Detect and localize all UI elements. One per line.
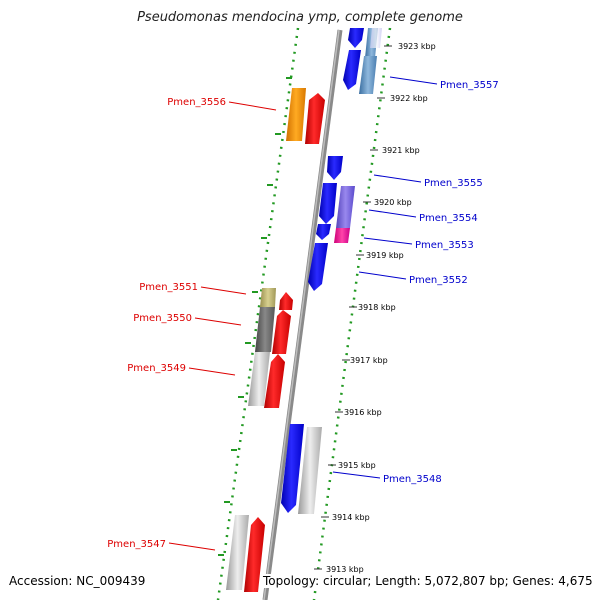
gene-arrow-pmen-3550-red[interactable]: [272, 310, 291, 354]
kbp-tick-marks: [314, 45, 392, 570]
kbp-tick-label: 3923 kbp: [398, 42, 436, 51]
leader-line-pmen-3549: [188, 367, 236, 376]
leader-line-pmen-3551: [200, 286, 247, 295]
leader-line-pmen-3550: [194, 317, 242, 326]
gene-arrow-pmen-3556-red[interactable]: [305, 93, 325, 144]
gene-arrow-pmen-3557[interactable]: [343, 50, 361, 90]
left-guide-ticks: [218, 77, 292, 556]
gene-arrow[interactable]: [348, 28, 364, 48]
gene-arrow-pmen-3553[interactable]: [334, 228, 350, 243]
gene-label-pmen-3557[interactable]: Pmen_3557: [440, 80, 499, 91]
gene-label-pmen-3554[interactable]: Pmen_3554: [419, 213, 478, 224]
kbp-tick-label: 3913 kbp: [326, 565, 364, 574]
kbp-tick-label: 3919 kbp: [366, 251, 404, 260]
kbp-tick-label: 3921 kbp: [382, 146, 420, 155]
gene-label-pmen-3548[interactable]: Pmen_3548: [383, 474, 442, 485]
kbp-tick-label: 3922 kbp: [390, 94, 428, 103]
leader-line-pmen-3547: [168, 542, 216, 551]
gene-arrow-pmen-3551[interactable]: [260, 288, 276, 307]
leader-line-pmen-3553: [363, 237, 413, 245]
leader-line-pmen-3557: [389, 76, 438, 85]
map-title: Pseudomonas mendocina ymp, complete geno…: [137, 10, 463, 25]
leader-line-pmen-3556: [228, 101, 277, 111]
gene-label-pmen-3547[interactable]: Pmen_3547: [107, 539, 166, 550]
right-guide-line: [312, 27, 392, 600]
gene-arrow-pmen-3548-blue[interactable]: [281, 424, 304, 513]
gene-arrow-pmen-3547[interactable]: [226, 515, 249, 590]
gene-arrow-pmen-3548[interactable]: [298, 427, 322, 514]
topology-label: Topology: circular; Length: 5,072,807 bp…: [262, 574, 594, 588]
gene-arrow-pmen-3554-left[interactable]: [319, 183, 337, 224]
gene-label-pmen-3550[interactable]: Pmen_3550: [133, 313, 192, 324]
gene-arrow-pmen-3547-red[interactable]: [244, 517, 265, 592]
kbp-tick-label: 3917 kbp: [350, 356, 388, 365]
gene-arrow-pmen-3549-red[interactable]: [264, 354, 285, 408]
gene-arrow-pmen-3555[interactable]: [327, 156, 343, 180]
gene-label-pmen-3552[interactable]: Pmen_3552: [409, 275, 468, 286]
kbp-tick-label: 3914 kbp: [332, 513, 370, 522]
leader-line-pmen-3552: [358, 271, 407, 280]
reverse-leader-lines: [332, 76, 438, 479]
leader-line-pmen-3554: [368, 209, 417, 218]
kbp-tick-label: 3920 kbp: [374, 198, 412, 207]
kbp-tick-label: 3916 kbp: [344, 408, 382, 417]
gene-arrow-pmen-3553-left[interactable]: [316, 224, 331, 240]
leader-line-pmen-3548: [332, 471, 381, 479]
genome-backbone-highlight: [263, 29, 340, 600]
genome-backbone: [262, 29, 343, 600]
gene-arrow-pmen-3551-red[interactable]: [279, 292, 293, 310]
forward-leader-lines: [168, 101, 277, 551]
gene-arrow[interactable]: [359, 56, 377, 94]
kbp-tick-label: 3918 kbp: [358, 303, 396, 312]
gene-arrow-pmen-3552[interactable]: [308, 243, 328, 291]
gene-label-pmen-3551[interactable]: Pmen_3551: [139, 282, 198, 293]
gene-label-pmen-3556[interactable]: Pmen_3556: [167, 97, 226, 108]
left-guide-line: [216, 27, 300, 600]
gene-arrow[interactable]: [370, 28, 382, 48]
leader-line-pmen-3555: [373, 174, 422, 183]
gene-label-pmen-3555[interactable]: Pmen_3555: [424, 178, 483, 189]
gene-arrow-pmen-3549[interactable]: [248, 352, 270, 406]
accession-label: Accession: NC_009439: [9, 574, 146, 588]
gene-label-pmen-3553[interactable]: Pmen_3553: [415, 240, 474, 251]
gene-arrow-pmen-3554[interactable]: [336, 186, 355, 228]
gene-arrow-pmen-3550[interactable]: [255, 307, 275, 352]
gene-label-pmen-3549[interactable]: Pmen_3549: [127, 363, 186, 374]
gene-arrow-pmen-3556[interactable]: [286, 88, 306, 141]
kbp-tick-label: 3915 kbp: [338, 461, 376, 470]
